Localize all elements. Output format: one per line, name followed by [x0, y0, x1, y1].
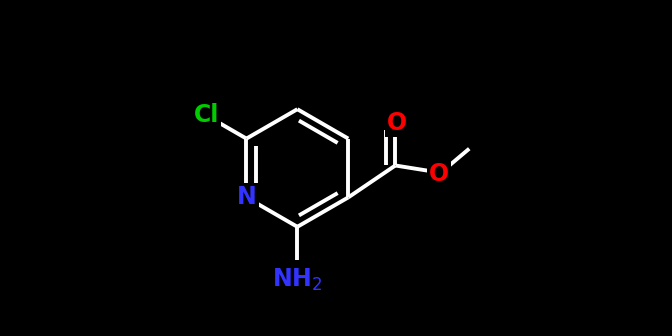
Text: O: O: [429, 162, 449, 186]
Text: O: O: [387, 111, 407, 135]
Text: N: N: [237, 185, 256, 209]
Text: NH$_2$: NH$_2$: [272, 267, 323, 293]
Text: Cl: Cl: [194, 103, 220, 127]
